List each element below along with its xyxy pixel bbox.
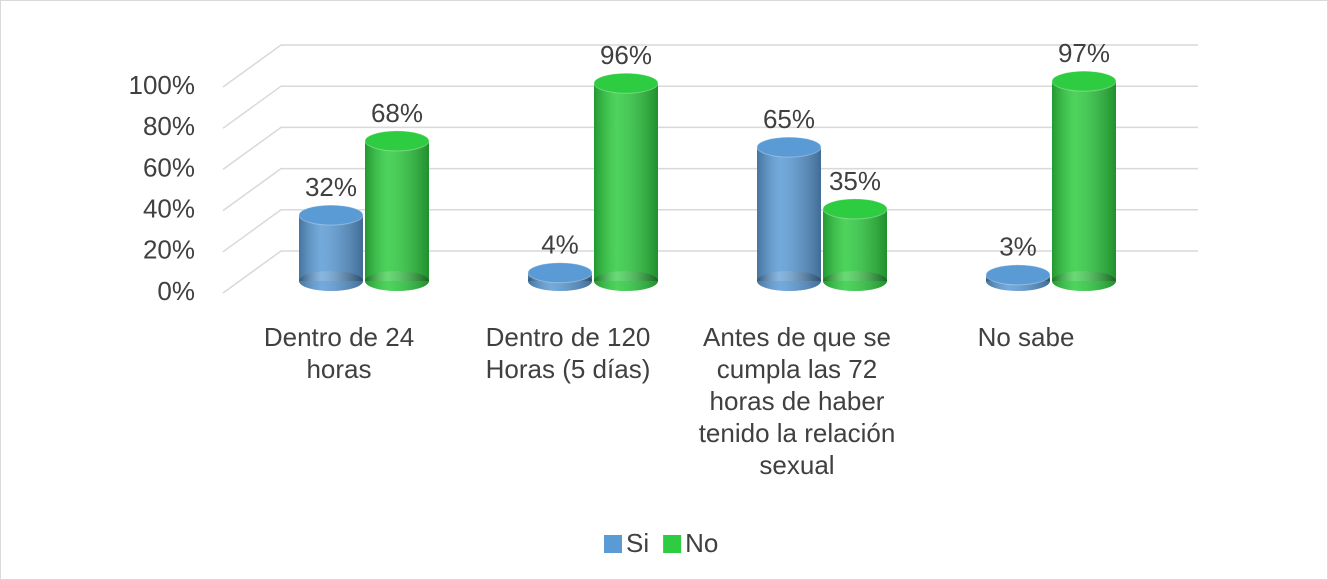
value-label: 35%	[829, 166, 881, 196]
x-tick-label: Antes de que se cumpla las 72 horas de h…	[698, 322, 896, 480]
value-label: 32%	[305, 172, 357, 202]
cylinder-bottom-shade	[299, 271, 363, 291]
cylinder-bottom-shade	[594, 271, 658, 291]
cylinder-bottom-shade	[823, 271, 887, 291]
bar-shade	[594, 83, 658, 282]
cylinder-bottom-shade	[757, 271, 821, 291]
cylinder-top	[756, 136, 822, 158]
cylinder-top	[822, 198, 888, 220]
value-label: 97%	[1058, 38, 1110, 68]
y-tick-label: 40%	[143, 193, 195, 223]
value-label: 4%	[541, 230, 579, 260]
cylinder-bottom-shade	[365, 271, 429, 291]
legend-label: Si	[626, 528, 649, 558]
y-tick-label: 80%	[143, 111, 195, 141]
x-tick-label: No sabe	[977, 322, 1075, 352]
cylinder-top	[985, 264, 1051, 286]
legend-label: No	[685, 528, 718, 558]
bar-shade	[823, 208, 887, 281]
cylinder-top	[298, 204, 364, 226]
grid-line	[222, 126, 1198, 171]
cylinder-bottom-shade	[1052, 271, 1116, 291]
legend-swatch	[663, 535, 682, 553]
grid-line	[222, 250, 1198, 294]
x-tick-label: Dentro de 24 horas	[263, 322, 415, 384]
value-label: 3%	[999, 232, 1037, 262]
bar-shade	[365, 140, 429, 281]
bar-shade	[299, 215, 363, 281]
value-label: 96%	[600, 40, 652, 70]
y-tick-label: 60%	[143, 152, 195, 182]
y-tick-label: 0%	[157, 276, 195, 306]
cylinder-top	[364, 130, 430, 152]
y-tick-label: 100%	[129, 70, 196, 100]
grid-line	[222, 209, 1198, 253]
x-tick-label: Dentro de 120 Horas (5 días)	[485, 322, 651, 384]
cylinder-top	[1051, 70, 1117, 92]
bar-shade	[1052, 81, 1116, 282]
cylinder-top	[527, 262, 593, 284]
bar-shade	[757, 147, 821, 281]
grid-line	[222, 85, 1198, 129]
value-label: 68%	[371, 98, 423, 128]
value-label: 65%	[763, 104, 815, 134]
grid-line	[222, 44, 1198, 88]
legend-swatch	[604, 535, 622, 553]
cylinder-top	[593, 72, 659, 94]
y-tick-label: 20%	[143, 235, 195, 265]
grid-line	[222, 167, 1198, 212]
